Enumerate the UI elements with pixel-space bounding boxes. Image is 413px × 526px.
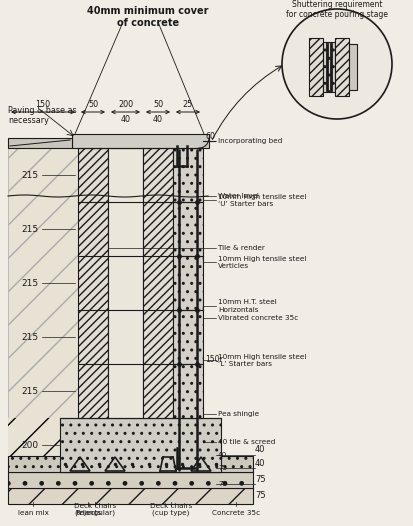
- Bar: [60, 418, 221, 472]
- Bar: [173, 148, 202, 418]
- Text: 215: 215: [21, 332, 38, 341]
- Text: Shuttering requirement
for concrete pouring stage: Shuttering requirement for concrete pour…: [285, 0, 387, 19]
- Text: 25: 25: [183, 100, 192, 109]
- Text: 215: 215: [21, 278, 38, 288]
- Text: Deck chairs
(triangular): Deck chairs (triangular): [74, 502, 116, 516]
- Text: 200: 200: [21, 440, 38, 450]
- Text: 215: 215: [21, 387, 38, 396]
- Bar: [142, 148, 173, 418]
- Text: 150: 150: [36, 100, 50, 109]
- Text: Incorporating bed: Incorporating bed: [218, 138, 282, 144]
- Text: 40 tile & screed: 40 tile & screed: [218, 439, 275, 445]
- Text: lean mix: lean mix: [17, 510, 48, 516]
- Text: 10mm High tensile steel
‘L’ Starter bars: 10mm High tensile steel ‘L’ Starter bars: [218, 353, 306, 367]
- Text: 75: 75: [254, 476, 265, 484]
- Bar: [348, 44, 356, 90]
- Text: Rejects: Rejects: [75, 510, 101, 516]
- Text: 40mm minimum cover
of concrete: 40mm minimum cover of concrete: [87, 6, 208, 27]
- Bar: [8, 138, 72, 148]
- Bar: [78, 448, 202, 456]
- Bar: [72, 134, 209, 148]
- Text: 10mm High tensile steel
‘U’ Starter bars: 10mm High tensile steel ‘U’ Starter bars: [218, 194, 306, 207]
- Text: 75: 75: [218, 481, 227, 487]
- Text: Paving & base as
necessary: Paving & base as necessary: [8, 106, 76, 125]
- Bar: [8, 472, 252, 488]
- Text: 75: 75: [254, 491, 265, 501]
- Text: 75: 75: [218, 465, 227, 471]
- Text: 10mm High tensile steel
Verticles: 10mm High tensile steel Verticles: [218, 256, 306, 268]
- Text: 40: 40: [254, 445, 265, 454]
- Text: Vibrated concrete 35c: Vibrated concrete 35c: [218, 315, 297, 321]
- Text: 10mm H.T. steel
Horizontals: 10mm H.T. steel Horizontals: [218, 299, 276, 312]
- Bar: [8, 418, 78, 472]
- Text: Water level: Water level: [218, 193, 258, 199]
- Text: 40: 40: [120, 115, 130, 124]
- Text: 50: 50: [152, 100, 163, 109]
- Text: Concrete 35c: Concrete 35c: [211, 510, 259, 516]
- Text: 40: 40: [254, 460, 265, 469]
- Text: 215: 215: [21, 225, 38, 234]
- Text: 150r: 150r: [204, 355, 222, 364]
- Text: 40: 40: [153, 115, 163, 124]
- Bar: [8, 148, 78, 418]
- Bar: [322, 42, 334, 92]
- Bar: [8, 488, 252, 504]
- Text: Deck chairs
(cup type): Deck chairs (cup type): [150, 502, 192, 516]
- Text: 200: 200: [118, 100, 133, 109]
- Bar: [334, 38, 348, 96]
- Bar: [78, 148, 108, 418]
- Text: 215: 215: [21, 170, 38, 179]
- Text: Tile & render: Tile & render: [218, 245, 264, 251]
- Text: 40: 40: [218, 452, 227, 458]
- Circle shape: [281, 9, 391, 119]
- Text: 60: 60: [206, 132, 216, 141]
- Bar: [308, 38, 322, 96]
- Bar: [8, 456, 252, 472]
- Bar: [78, 443, 202, 448]
- Text: 50: 50: [88, 100, 98, 109]
- Bar: [108, 148, 142, 418]
- Text: Pea shingle: Pea shingle: [218, 411, 259, 417]
